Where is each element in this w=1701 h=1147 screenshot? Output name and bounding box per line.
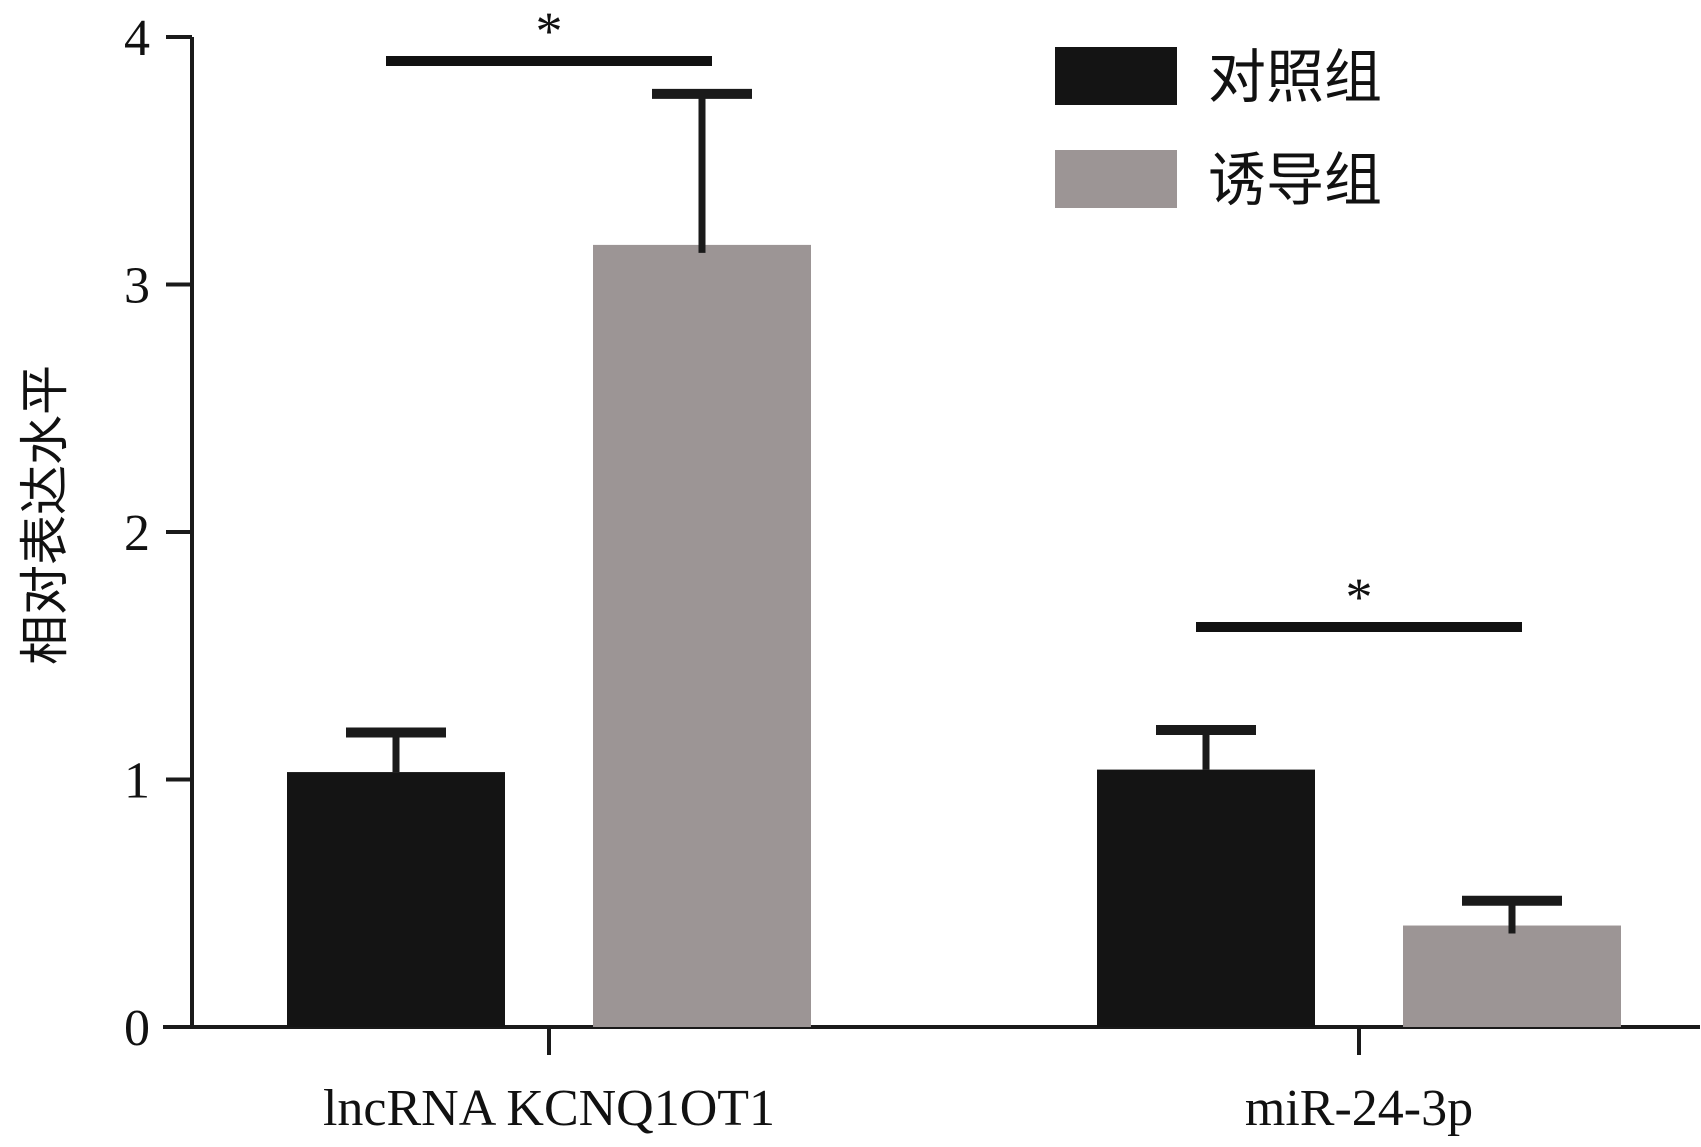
x-category-label: lncRNA KCNQ1OT1 — [323, 1080, 775, 1137]
y-tick-label: 3 — [124, 258, 150, 315]
y-axis-label: 相对表达水平 — [16, 365, 74, 665]
significance-star: * — [536, 1, 563, 61]
bar — [287, 772, 505, 1027]
y-tick-label: 0 — [124, 1000, 150, 1057]
significance-markers: ** — [386, 1, 1522, 632]
x-category-label: miR-24-3p — [1245, 1080, 1473, 1137]
significance-star: * — [1346, 567, 1373, 627]
bar — [593, 244, 811, 1027]
bars — [287, 244, 1621, 1027]
bar — [1097, 769, 1315, 1027]
y-tick-label: 4 — [124, 10, 150, 67]
legend-label: 对照组 — [1208, 43, 1382, 111]
y-tick-label: 2 — [124, 505, 150, 562]
y-tick-label: 1 — [124, 753, 150, 810]
axes: 0 1 2 3 4 lncRNA KCNQ1OT1 miR-24-3p — [124, 10, 1700, 1137]
error-bars — [346, 88, 1562, 934]
legend-swatch — [1055, 150, 1177, 208]
bar — [1403, 925, 1621, 1027]
legend-label: 诱导组 — [1208, 146, 1382, 214]
legend-swatch — [1055, 47, 1177, 105]
